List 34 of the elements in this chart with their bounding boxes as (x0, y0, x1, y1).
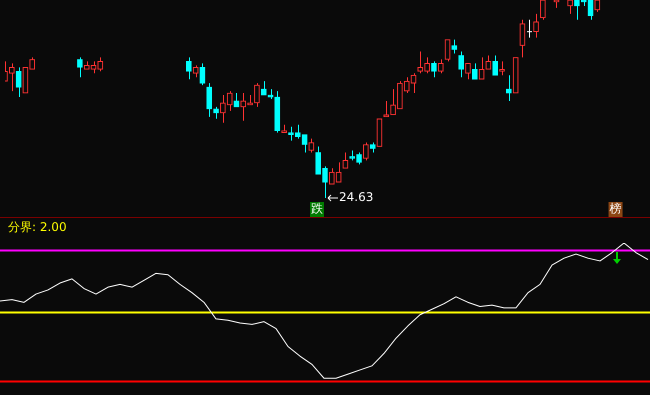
candlestick (268, 88, 274, 100)
candlestick (520, 19, 526, 58)
candlestick (200, 62, 206, 86)
annotation: 24.63 (339, 190, 374, 204)
candlestick (206, 82, 212, 118)
candlestick (260, 80, 267, 96)
candlestick (186, 56, 192, 80)
candlestick (458, 50, 464, 78)
candlestick (444, 39, 450, 62)
candlestick (492, 54, 498, 76)
text: 分界: 2.00 (8, 219, 67, 236)
candlestick (452, 39, 458, 54)
candlestick (8, 62, 15, 92)
candlestick (506, 74, 512, 102)
candlestick (533, 13, 539, 38)
text: 榜 (610, 202, 622, 216)
candlestick (431, 60, 437, 78)
candlestick (308, 138, 314, 153)
candlestick (363, 142, 369, 161)
candlestick (213, 106, 219, 120)
candlestick (526, 19, 532, 38)
candlestick (472, 62, 478, 80)
candlestick (370, 142, 376, 153)
candlestick (478, 56, 484, 80)
text: 跌 (311, 202, 323, 216)
candlestick (234, 92, 240, 108)
candlestick (342, 152, 348, 169)
candlestick (438, 58, 444, 74)
candlestick (77, 56, 83, 78)
candlestick (16, 66, 22, 98)
candlestick (465, 62, 471, 80)
candlestick (486, 54, 492, 70)
candlestick (192, 64, 198, 78)
candlestick (254, 82, 260, 108)
